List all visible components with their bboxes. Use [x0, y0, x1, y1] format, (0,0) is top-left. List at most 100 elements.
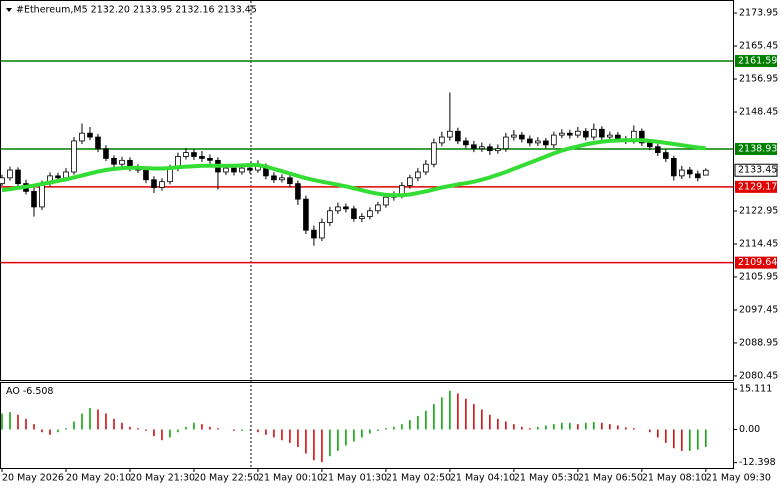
candle-body — [527, 138, 533, 144]
candle-body — [223, 167, 229, 173]
ao-y-tick-label: 0.00 — [739, 424, 760, 435]
x-tick-label: 21 May 09:30 — [706, 473, 771, 484]
candle-body — [159, 181, 165, 188]
candle-body — [351, 208, 357, 219]
candle-body — [447, 130, 453, 138]
candle-body — [39, 183, 45, 208]
x-tick-label: 21 May 08:10 — [642, 473, 707, 484]
candle-body — [655, 146, 661, 153]
candle-body — [511, 134, 517, 138]
candle-body — [367, 210, 373, 218]
candle-body — [535, 140, 541, 144]
level-label-box — [735, 55, 777, 68]
moving-average — [1, 138, 706, 198]
candle-body — [703, 169, 709, 176]
ao-last-value: -6.508 — [23, 386, 54, 397]
level-label: 2109.64 — [738, 257, 777, 268]
candle-body — [607, 134, 613, 138]
candle-body — [599, 128, 605, 138]
candle-body — [143, 169, 149, 181]
candle-body — [55, 175, 61, 179]
candle-body — [247, 167, 253, 171]
level-label: 2161.59 — [738, 56, 777, 67]
x-tick-label: 21 May 06:50 — [578, 473, 643, 484]
candle-body — [567, 132, 573, 136]
y-tick-label: 2165.45 — [739, 41, 778, 52]
x-tick-label: 21 May 01:30 — [322, 473, 387, 484]
candle-body — [551, 134, 557, 146]
candle-body — [119, 159, 125, 165]
candle-body — [375, 204, 381, 212]
candle-body — [231, 167, 237, 173]
candle-body — [7, 169, 13, 179]
candle-body — [151, 179, 157, 188]
candle-body — [663, 152, 669, 159]
candle-body — [95, 136, 101, 150]
ao-y-tick-label: -12.398 — [739, 457, 776, 468]
candle-body — [311, 229, 317, 239]
ao-frame — [0, 382, 734, 469]
candle-body — [431, 142, 437, 165]
candle-body — [543, 140, 549, 146]
candle-body — [271, 175, 277, 181]
candle-body — [183, 152, 189, 157]
candle-body — [31, 190, 37, 208]
last-price-label: 2133.45 — [738, 165, 777, 176]
ao-y-tick-label: 15.111 — [739, 384, 772, 395]
candle-body — [415, 171, 421, 179]
candle-body — [103, 148, 109, 159]
level-label-box — [735, 142, 777, 155]
candle-body — [671, 158, 677, 177]
candle-body — [319, 222, 325, 239]
y-tick-label: 2097.45 — [739, 304, 778, 315]
candle-body — [71, 140, 77, 173]
y-tick-label: 2080.45 — [739, 370, 778, 381]
candle-body — [0, 177, 5, 185]
candle-body — [639, 130, 645, 144]
candle-body — [111, 158, 117, 165]
candle-body — [463, 140, 469, 146]
candle-body — [695, 173, 701, 179]
candle-body — [327, 210, 333, 223]
candle-body — [591, 128, 597, 138]
symbol-arrow — [6, 8, 12, 12]
candle-body — [87, 132, 93, 138]
candle-body — [287, 177, 293, 185]
y-tick-label: 2088.95 — [739, 337, 778, 348]
candle-body — [407, 177, 413, 186]
x-tick-label: 21 May 04:10 — [450, 473, 515, 484]
y-tick-label: 2114.45 — [739, 238, 778, 249]
y-tick-label: 2105.95 — [739, 271, 778, 282]
candle-body — [303, 198, 309, 231]
candle-body — [679, 169, 685, 177]
x-tick-label: 20 May 20:10 — [66, 473, 131, 484]
level-label-box — [735, 256, 777, 269]
candle-body — [519, 134, 525, 140]
main-frame — [0, 0, 734, 381]
ao-name: AO — [6, 386, 20, 397]
candle-body — [503, 136, 509, 150]
chart-title: #Ethereum,M5 2132.20 2133.95 2132.16 213… — [16, 5, 257, 16]
candle-body — [647, 142, 653, 148]
candle-body — [239, 167, 245, 173]
level-label-box — [735, 180, 777, 193]
candle-body — [423, 163, 429, 173]
candle-body — [583, 130, 589, 138]
candle-body — [343, 206, 349, 210]
candle-body — [383, 196, 389, 206]
candle-body — [575, 130, 581, 136]
candle-body — [559, 132, 565, 136]
candle-body — [471, 144, 477, 150]
x-tick-label: 21 May 02:50 — [386, 473, 451, 484]
x-tick-label: 21 May 05:30 — [514, 473, 579, 484]
y-tick-label: 2156.95 — [739, 74, 778, 85]
candle-body — [295, 183, 301, 200]
candle-body — [455, 130, 461, 142]
last-price-box — [734, 163, 778, 177]
y-tick-label: 2122.95 — [739, 205, 778, 216]
candle-body — [439, 136, 445, 144]
candle-body — [191, 152, 197, 157]
candle-body — [15, 169, 21, 185]
candle-body — [207, 158, 213, 161]
